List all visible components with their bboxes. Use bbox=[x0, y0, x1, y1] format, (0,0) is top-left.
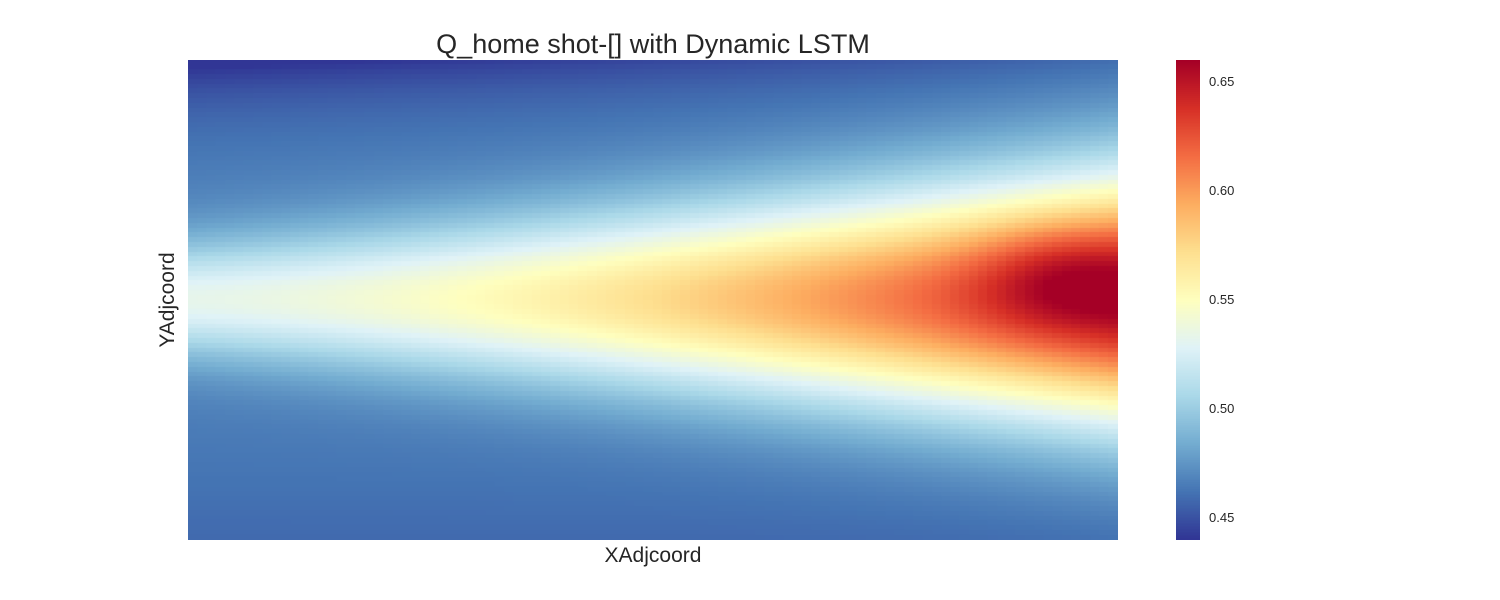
colorbar-tick-label: 0.45 bbox=[1209, 510, 1235, 526]
heatmap-canvas bbox=[188, 60, 1118, 540]
colorbar-tick-label: 0.50 bbox=[1209, 401, 1235, 417]
colorbar bbox=[1176, 60, 1200, 540]
x-axis-label: XAdjcoord bbox=[604, 544, 702, 567]
chart-title: Q_home shot-[] with Dynamic LSTM bbox=[436, 29, 870, 59]
y-axis-label: YAdjcoord bbox=[156, 252, 179, 348]
colorbar-tick-label: 0.60 bbox=[1209, 182, 1235, 198]
colorbar-tick-label: 0.65 bbox=[1209, 73, 1235, 89]
colorbar-ticks: 0.45 0.50 0.55 0.60 0.65 bbox=[1200, 60, 1280, 540]
colorbar-tick-label: 0.55 bbox=[1209, 292, 1235, 307]
